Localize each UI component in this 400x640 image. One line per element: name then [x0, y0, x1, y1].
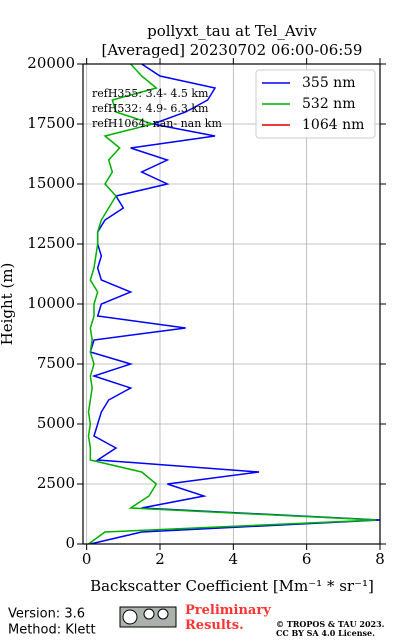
x-tick-label: 0 [82, 550, 92, 568]
copyright: © TROPOS & TAU 2023. [276, 619, 385, 629]
y-tick-label: 0 [65, 534, 75, 552]
y-tick-label: 15000 [27, 174, 75, 192]
y-tick-label: 5000 [37, 414, 75, 432]
series-line [87, 64, 377, 544]
x-tick-label: 4 [229, 550, 239, 568]
x-tick-label: 8 [375, 550, 385, 568]
watermark: Preliminary Results. [185, 603, 271, 633]
legend-box [255, 69, 376, 139]
legend-label: 355 nm [302, 75, 355, 91]
method: Method: Klett [8, 623, 96, 638]
chart-subtitle: [Averaged] 20230702 06:00-06:59 [102, 41, 363, 59]
y-tick-label: 7500 [37, 354, 75, 372]
chart-title: pollyxt_tau at Tel_Aviv [147, 22, 317, 40]
y-tick-label: 2500 [37, 474, 75, 492]
copyright: CC BY SA 4.0 License. [276, 628, 375, 638]
x-tick-label: 6 [302, 550, 312, 568]
y-tick-label: 12500 [27, 234, 75, 252]
y-tick-label: 17500 [27, 114, 75, 132]
y-tick-label: 10000 [27, 294, 75, 312]
version: Version: 3.6 [8, 607, 85, 622]
legend: 355 nm 532 nm 1064 nm [255, 69, 376, 139]
series-line [89, 64, 380, 544]
legend-label: 532 nm [302, 96, 355, 112]
x-tick-label: 2 [155, 550, 165, 568]
legend-label: 1064 nm [302, 117, 364, 133]
annotation: refH1064: nan- nan km [92, 117, 222, 130]
annotation: refH355: 3.4- 4.5 km [92, 87, 209, 100]
y-tick-label: 20000 [27, 54, 75, 72]
plot-frame [82, 63, 381, 545]
x-axis-label: Backscatter Coefficient [Mm⁻¹ * sr⁻¹] [90, 577, 374, 595]
y-axis-label: Height (m) [0, 263, 16, 346]
annotation: refH532: 4.9- 6.3 km [92, 102, 209, 115]
license-logo [119, 606, 177, 628]
